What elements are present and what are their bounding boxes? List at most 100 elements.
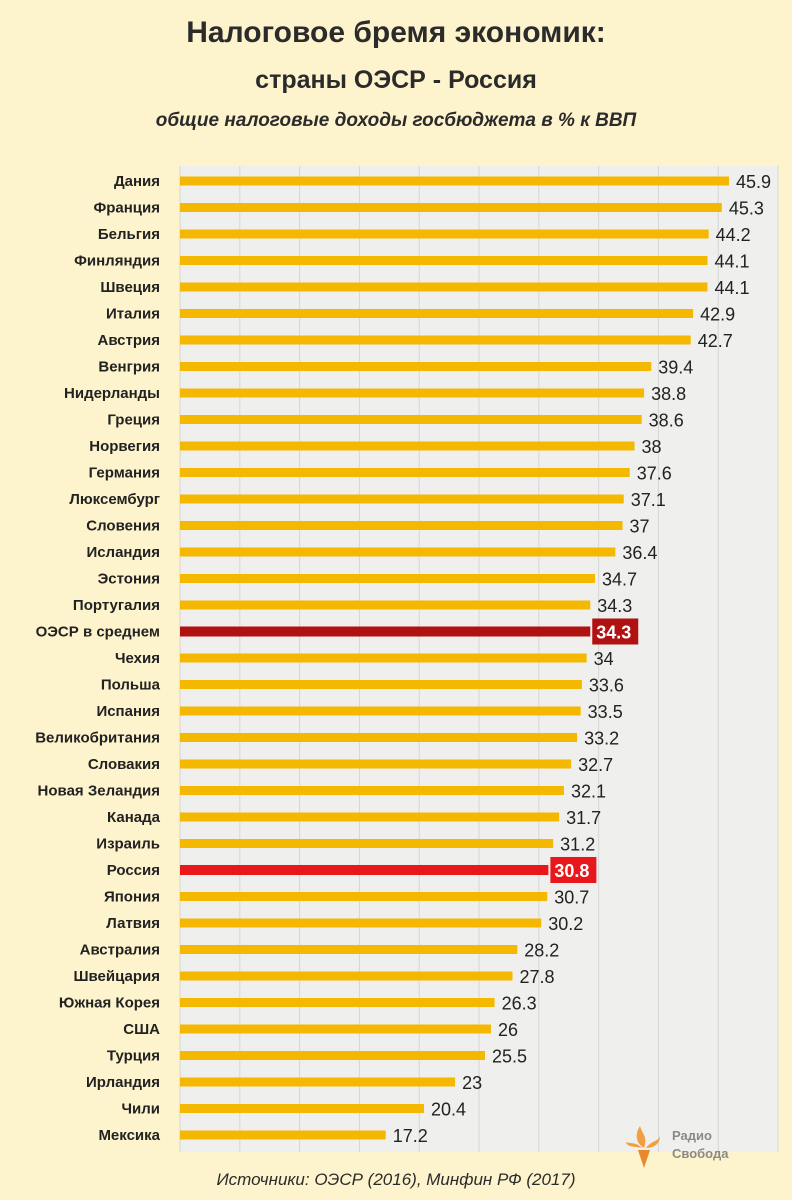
value-label-30: 27.8 [520,967,555,987]
value-label-7: 39.4 [658,358,693,378]
category-label-26: Россия [107,862,160,879]
bar-24 [180,812,560,822]
bar-33 [180,1051,485,1060]
category-label-11: Германия [89,465,160,482]
value-label-3: 44.1 [714,252,749,272]
value-label-12: 37.1 [631,490,666,510]
source-note: Источники: ОЭСР (2016), Минфин РФ (2017) [216,1170,576,1189]
bar-1 [180,203,722,212]
category-label-25: Израиль [96,836,160,853]
bar-20 [180,706,581,716]
value-label-35: 20.4 [431,1100,466,1120]
category-label-31: Южная Корея [59,995,160,1012]
category-label-15: Эстония [98,571,160,588]
category-label-2: Бельгия [98,226,160,243]
value-label-4: 44.1 [714,278,749,298]
value-badge-17 [592,618,639,645]
logo-line2: Свобода [672,1146,729,1161]
bar-28 [180,918,542,928]
bar-30 [180,971,513,981]
value-label-21: 33.2 [584,729,619,749]
bar-0 [180,176,729,186]
category-label-13: Словения [86,518,160,535]
bar-19 [180,680,582,689]
bar-15 [180,574,596,583]
chart-description: общие налоговые доходы госбюджета в % к … [155,110,637,131]
category-label-0: Дания [114,173,160,190]
bar-16 [180,600,591,610]
category-label-14: Исландия [86,544,160,561]
value-label-18: 34 [594,649,614,669]
category-label-18: Чехия [115,650,160,667]
chart-subtitle: страны ОЭСР - Россия [255,66,537,94]
bar-18 [180,653,587,663]
bar-31 [180,998,495,1007]
bar-5 [180,309,694,318]
value-label-10: 38 [642,437,662,457]
category-label-9: Греция [107,412,160,429]
value-label-27: 30.7 [554,888,589,908]
value-label-33: 25.5 [492,1047,527,1067]
bar-34 [180,1077,456,1087]
category-label-20: Испания [96,703,160,720]
value-label-8: 38.8 [651,384,686,404]
bar-25 [180,839,554,848]
category-label-29: Австралия [80,942,160,959]
category-label-34: Ирландия [86,1074,160,1091]
category-label-8: Нидерланды [64,385,160,402]
value-label-20: 33.5 [588,702,623,722]
bar-9 [180,415,642,424]
value-label-13: 37 [630,517,650,537]
category-label-21: Великобритания [35,730,160,747]
category-label-7: Венгрия [98,359,160,376]
bar-6 [180,335,691,345]
radio-svoboda-logo: Радио Свобода [620,1122,760,1172]
value-label-6: 42.7 [698,331,733,351]
category-label-35: Чили [121,1101,160,1118]
category-label-12: Люксембург [69,491,160,508]
value-label-16: 34.3 [597,596,632,616]
value-label-1: 45.3 [729,199,764,219]
value-label-29: 28.2 [524,941,559,961]
value-label-19: 33.6 [589,676,624,696]
category-label-22: Словакия [88,756,160,773]
bar-23 [180,786,564,795]
bar-35 [180,1104,424,1113]
category-label-28: Латвия [106,915,160,932]
bar-chart: Дания 45.9 Франция 45.3 Бельгия 44.2 Финляндия… [35,166,779,1152]
category-label-6: Австрия [97,332,160,349]
bar-2 [180,229,709,239]
value-label-23: 32.1 [571,782,606,802]
torch-icon [626,1126,660,1168]
bar-4 [180,282,708,292]
bar-22 [180,759,572,769]
bar-3 [180,256,708,265]
value-label-0: 45.9 [736,172,771,192]
value-label-15: 34.7 [602,570,637,590]
value-badge-26 [550,857,597,883]
value-label-14: 36.4 [622,543,657,563]
category-label-27: Япония [104,889,160,906]
bar-8 [180,388,645,398]
category-label-24: Канада [107,809,161,826]
chart-title: Налоговое бремя экономик: [186,16,606,49]
bar-11 [180,468,630,477]
bar-13 [180,521,623,530]
category-label-32: США [123,1021,160,1038]
logo-line1: Радио [672,1128,712,1143]
value-label-36: 17.2 [393,1126,428,1146]
category-label-4: Швеция [100,279,160,296]
value-label-22: 32.7 [578,755,613,775]
bar-32 [180,1024,491,1034]
value-label-24: 31.7 [566,808,601,828]
category-label-3: Финляндия [74,253,160,270]
value-label-9: 38.6 [649,411,684,431]
value-label-17: 34.3 [596,623,631,643]
category-label-17: ОЭСР в среднем [36,624,160,641]
value-label-28: 30.2 [548,914,583,934]
value-label-31: 26.3 [502,994,537,1014]
bar-26 [180,865,549,875]
value-label-32: 26 [498,1020,518,1040]
value-label-5: 42.9 [700,305,735,325]
category-label-1: Франция [93,200,160,217]
